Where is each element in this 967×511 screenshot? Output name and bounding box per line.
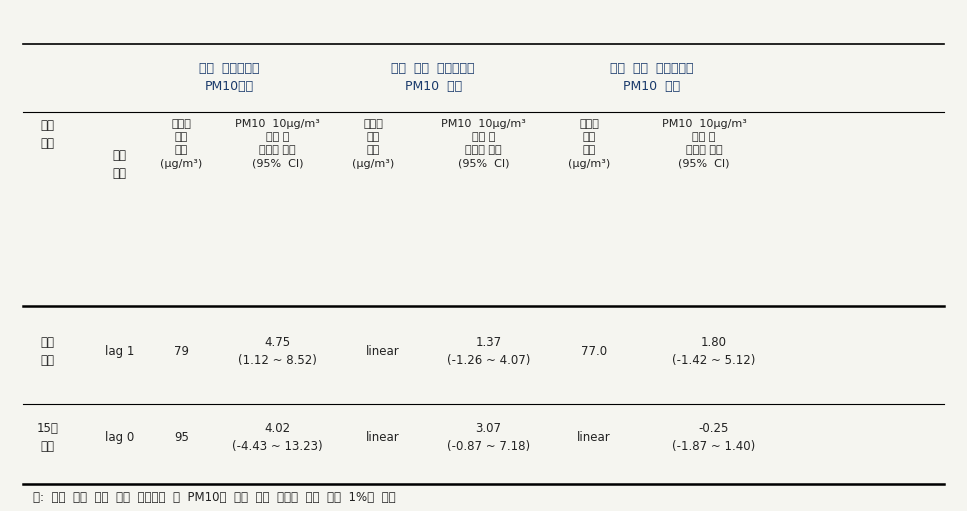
Text: 주:  일별  천식  입원  발생  에피소드  및  PM10의  일별  평균  농도에  대한  상위  1%는  제외: 주: 일별 천식 입원 발생 에피소드 및 PM10의 일별 평균 농도에 대한… (33, 491, 396, 504)
Text: 인구
집단: 인구 집단 (41, 119, 54, 150)
Text: 기온  역치  이상에서의
PM10  효과: 기온 역치 이상에서의 PM10 효과 (392, 62, 475, 92)
Text: 관련성
역치
수준
(μg/m³): 관련성 역치 수준 (μg/m³) (352, 119, 395, 169)
Text: -0.25
(-1.87 ~ 1.40): -0.25 (-1.87 ~ 1.40) (672, 422, 755, 453)
Text: 95: 95 (174, 431, 189, 444)
Text: linear: linear (366, 431, 399, 444)
Text: 관련성
역치
수준
(μg/m³): 관련성 역치 수준 (μg/m³) (568, 119, 610, 169)
Text: 15세
미만: 15세 미만 (37, 422, 58, 453)
Text: 4.75
(1.12 ~ 8.52): 4.75 (1.12 ~ 8.52) (238, 336, 317, 367)
Text: linear: linear (366, 345, 399, 358)
Text: 1.80
(-1.42 ~ 5.12): 1.80 (-1.42 ~ 5.12) (672, 336, 755, 367)
Text: 관련성
역치
수준
(μg/m³): 관련성 역치 수준 (μg/m³) (161, 119, 203, 169)
Text: 1.37
(-1.26 ~ 4.07): 1.37 (-1.26 ~ 4.07) (447, 336, 530, 367)
Text: 기온  역치  미만에서의
PM10  효과: 기온 역치 미만에서의 PM10 효과 (609, 62, 693, 92)
Text: 전체
연령: 전체 연령 (41, 336, 54, 367)
Text: 79: 79 (174, 345, 189, 358)
Text: 77.0: 77.0 (581, 345, 607, 358)
Text: PM10  10μg/m³
증가 시
백분율 변화
(95%  CI): PM10 10μg/m³ 증가 시 백분율 변화 (95% CI) (235, 119, 320, 169)
Text: lag 1: lag 1 (104, 345, 133, 358)
Text: PM10  10μg/m³
증가 시
백분율 변화
(95%  CI): PM10 10μg/m³ 증가 시 백분율 변화 (95% CI) (441, 119, 526, 169)
Text: PM10  10μg/m³
증가 시
백분율 변화
(95%  CI): PM10 10μg/m³ 증가 시 백분율 변화 (95% CI) (661, 119, 747, 169)
Text: lag 0: lag 0 (104, 431, 133, 444)
Text: 전체  기온에서의
PM10효과: 전체 기온에서의 PM10효과 (199, 62, 260, 92)
Text: 4.02
(-4.43 ~ 13.23): 4.02 (-4.43 ~ 13.23) (232, 422, 323, 453)
Text: 3.07
(-0.87 ~ 7.18): 3.07 (-0.87 ~ 7.18) (447, 422, 530, 453)
Text: 지연
일수: 지연 일수 (112, 149, 127, 180)
Text: linear: linear (577, 431, 610, 444)
